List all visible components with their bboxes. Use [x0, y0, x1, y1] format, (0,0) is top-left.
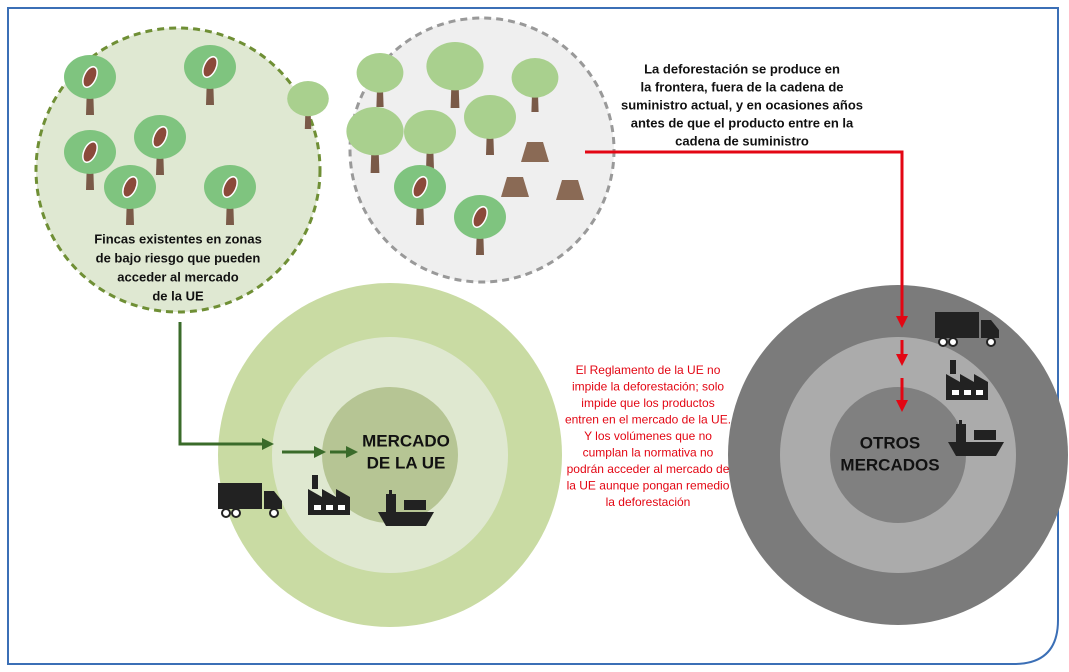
- other-markets-label: OTROS: [860, 433, 920, 452]
- diagram: Fincas existentes en zonas de bajo riesgo…: [0, 0, 1069, 672]
- eu-market-label: DE LA UE: [367, 453, 446, 472]
- regulation-note: Y los volúmenes que no: [584, 429, 712, 443]
- farms-label: de la UE: [152, 288, 204, 303]
- regulation-note: entren en el mercado de la UE.: [565, 413, 731, 427]
- regulation-note: la UE aunque pongan remedio: [567, 479, 730, 493]
- crown: [404, 110, 456, 154]
- crown: [426, 42, 483, 90]
- deforestation-note: suministro actual, y en ocasiones años: [621, 97, 863, 112]
- regulation-note: impide la deforestación; solo: [572, 380, 724, 394]
- farms-label: Fincas existentes en zonas: [94, 231, 262, 246]
- regulation-note: impide que los productos: [581, 396, 714, 410]
- regulation-note: podrán acceder al mercado de: [567, 462, 730, 476]
- farms-label: de bajo riesgo que pueden: [96, 250, 261, 265]
- other-markets-label: MERCADOS: [840, 455, 939, 474]
- crown: [512, 58, 559, 98]
- crown: [464, 95, 516, 139]
- deforestation-note: La deforestación se produce en: [644, 61, 840, 76]
- deforestation-note: la frontera, fuera de la cadena de: [640, 79, 843, 94]
- crown: [357, 53, 404, 93]
- farms-label: acceder al mercado: [117, 269, 238, 284]
- deforestation-note: cadena de suministro: [675, 133, 809, 148]
- regulation-note: la deforestación: [606, 495, 691, 509]
- regulation-note: El Reglamento de la UE no: [576, 363, 721, 377]
- deforestation-note: antes de que el producto entre en la: [631, 115, 854, 130]
- crown: [346, 107, 403, 155]
- regulation-note: cumplan la normativa no: [583, 446, 714, 460]
- eu-market-label: MERCADO: [362, 431, 450, 450]
- crown: [287, 81, 329, 116]
